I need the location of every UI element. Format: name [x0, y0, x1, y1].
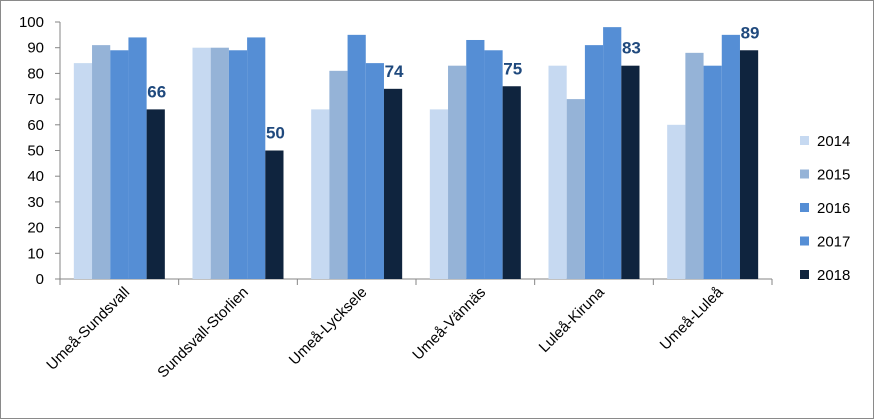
data-label: 75 [503, 59, 522, 78]
y-tick-label: 0 [36, 271, 44, 288]
y-tick-label: 30 [27, 194, 44, 211]
bar-2014 [667, 124, 686, 279]
bar-2018 [739, 50, 759, 279]
bar-2015 [210, 47, 229, 280]
bar-2018 [383, 88, 403, 279]
y-tick-label: 40 [27, 168, 44, 185]
data-label: 89 [741, 23, 760, 42]
bar-2017 [721, 34, 740, 279]
bar-2017 [603, 27, 622, 279]
x-tick-label: Umeå-Sundsvall [43, 284, 133, 374]
y-axis: 0 10 20 30 40 50 60 70 80 90 100 [19, 14, 61, 288]
y-tick-label: 20 [27, 220, 44, 237]
y-tick-label: 90 [27, 40, 44, 57]
bar-2015 [329, 70, 348, 279]
bar-2014 [73, 63, 93, 280]
data-labels: 66 50 74 75 83 89 [147, 23, 759, 142]
data-label: 74 [385, 62, 404, 81]
bar-2017 [128, 37, 147, 279]
legend-swatch [800, 203, 809, 212]
bar-2018 [265, 150, 284, 279]
bar-2015 [448, 65, 467, 279]
x-tick-label: Umeå-Luleå [657, 283, 727, 353]
y-tick-label: 10 [27, 245, 44, 262]
bar-2016 [703, 65, 722, 279]
bar-2015 [566, 99, 585, 279]
data-label: 50 [266, 124, 285, 143]
x-tick-label: Luleå-Kiruna [536, 283, 609, 356]
bar-2017 [484, 50, 503, 279]
legend-label: 2017 [817, 234, 850, 251]
x-tick-label: Umeå-Lycksele [286, 284, 371, 369]
y-tick-label: 60 [27, 117, 44, 134]
data-label: 83 [622, 39, 641, 58]
y-tick-label: 100 [19, 14, 44, 31]
bar-2016 [228, 50, 248, 279]
y-tick-label: 70 [27, 91, 44, 108]
bar-2015 [92, 45, 111, 279]
bar-2018 [146, 109, 165, 279]
bars [73, 27, 759, 280]
bar-2014 [192, 47, 211, 280]
y-tick-label: 80 [27, 65, 44, 82]
bar-2017 [247, 37, 266, 279]
legend-swatch [800, 169, 809, 179]
bar-2016 [110, 50, 129, 279]
legend-label: 2018 [817, 267, 850, 284]
bar-2016 [347, 34, 366, 279]
bar-2014 [548, 65, 567, 279]
bar-2018 [621, 65, 640, 279]
bar-2014 [429, 109, 449, 279]
legend-label: 2015 [817, 167, 850, 184]
x-tick-label: Umeå-Vännäs [409, 284, 489, 364]
data-label: 66 [147, 82, 166, 101]
x-axis: Umeå-Sundsvall Sundsvall-Storlien Umeå-Lyc… [43, 278, 773, 382]
bar-2014 [311, 109, 330, 279]
legend-swatch [800, 236, 809, 246]
bar-2017 [365, 63, 384, 280]
legend-swatch [800, 136, 809, 145]
legend-label: 2014 [817, 133, 850, 150]
bar-2016 [466, 39, 485, 279]
bar-2015 [685, 52, 704, 280]
legend-label: 2016 [817, 200, 850, 217]
y-tick-label: 50 [27, 143, 44, 160]
bar-2016 [584, 45, 604, 279]
legend: 2014 2015 2016 2017 2018 [800, 133, 850, 284]
bar-2018 [502, 86, 521, 279]
x-tick-label: Sundsvall-Storlien [154, 284, 252, 382]
legend-swatch [800, 270, 809, 279]
